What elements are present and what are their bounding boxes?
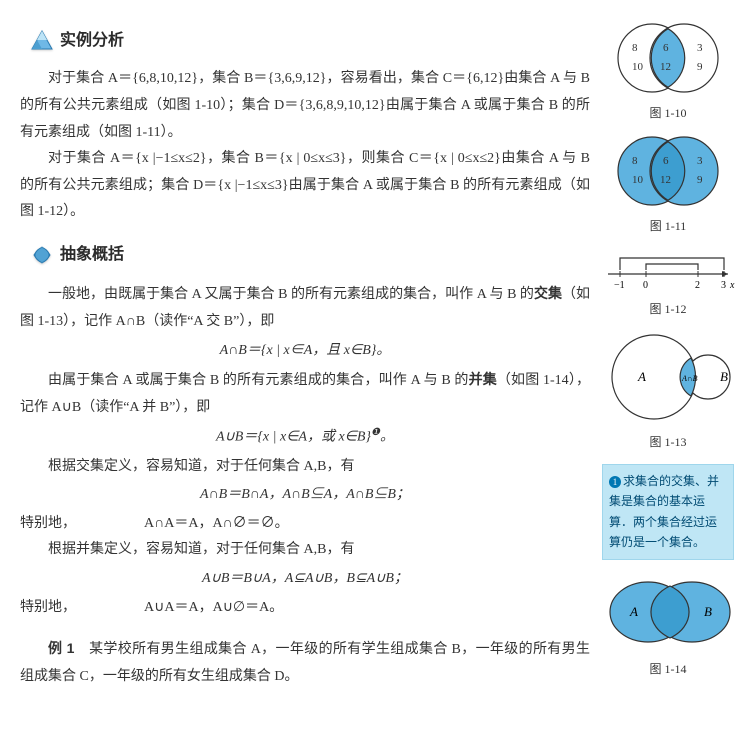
svg-text:B: B: [704, 604, 712, 619]
svg-text:A∩B: A∩B: [681, 374, 698, 383]
section-head-example-analysis: 实例分析: [30, 26, 590, 56]
figure-1-13: A B A∩B: [600, 327, 736, 427]
svg-text:6: 6: [663, 42, 669, 54]
caption-1-13: 图 1-13: [650, 433, 687, 450]
p2-2-pre: 由属于集合 A 或属于集合 B 的所有元素组成的集合，叫作 A 与 B 的: [48, 373, 469, 388]
svg-text:3: 3: [697, 155, 703, 167]
svg-text:0: 0: [643, 280, 648, 291]
svg-text:9: 9: [697, 61, 703, 73]
footnote-number: 1: [609, 476, 621, 488]
svg-text:−1: −1: [614, 280, 625, 291]
triangle-icon: [30, 29, 54, 53]
eq-intersection-special: A∩A＝A，A∩∅＝∅。: [104, 511, 590, 538]
figure-1-10: 8 10 6 12 3 9: [602, 18, 734, 98]
line-special-1: 特别地， A∩A＝A，A∩∅＝∅。: [20, 511, 590, 538]
term-intersection: 交集: [534, 285, 562, 301]
eq-union-special: A∪A＝A，A∪∅＝A。: [104, 595, 590, 622]
eq-union-def: A∪B＝{x | x∈A，或 x∈B}❶。: [20, 423, 590, 451]
caption-1-14: 图 1-14: [650, 660, 687, 677]
eq-union-props: A∪B＝B∪A，A⊆A∪B，B⊆A∪B；: [20, 566, 590, 593]
label-special-1: 特别地，: [20, 511, 104, 538]
caption-1-12: 图 1-12: [650, 300, 687, 317]
example-1: 例 1 某学校所有男生组成集合 A，一年级的所有学生组成集合 B，一年级的所有男…: [20, 635, 590, 690]
footnote-box: 1求集合的交集、并集是集合的基本运算．两个集合经过运算仍是一个集合。: [602, 464, 734, 560]
svg-text:3: 3: [721, 280, 726, 291]
example-body: 某学校所有男生组成集合 A，一年级的所有学生组成集合 B，一年级的所有男生组成集…: [20, 642, 590, 684]
svg-text:12: 12: [660, 61, 671, 73]
svg-text:8: 8: [632, 155, 638, 167]
para-2-3: 根据交集定义，容易知道，对于任何集合 A,B，有: [20, 454, 590, 481]
svg-text:6: 6: [663, 155, 669, 167]
svg-text:10: 10: [632, 61, 644, 73]
svg-text:2: 2: [695, 280, 700, 291]
label-special-2: 特别地，: [20, 595, 104, 622]
figure-column: 8 10 6 12 3 9 图 1-10 8 10 6 12 3 9 图 1-1…: [600, 18, 736, 690]
eq-union-tail: 。: [380, 430, 394, 445]
svg-text:12: 12: [660, 174, 671, 186]
caption-1-11: 图 1-11: [650, 217, 687, 234]
para-2-2: 由属于集合 A 或属于集合 B 的所有元素组成的集合，叫作 A 与 B 的并集（…: [20, 366, 590, 421]
svg-text:A: A: [637, 369, 646, 384]
line-special-2: 特别地， A∪A＝A，A∪∅＝A。: [20, 595, 590, 622]
svg-text:A: A: [629, 604, 638, 619]
main-column: 实例分析 对于集合 A＝{6,8,10,12}，集合 B＝{3,6,9,12}，…: [20, 18, 600, 690]
section-head-abstract: 抽象概括: [30, 240, 590, 270]
caption-1-10: 图 1-10: [650, 104, 687, 121]
eq-intersection-def: A∩B＝{x | x∈A，且 x∈B}。: [20, 338, 590, 365]
para-2-4: 根据并集定义，容易知道，对于任何集合 A,B，有: [20, 537, 590, 564]
figure-1-11: 8 10 6 12 3 9: [602, 131, 734, 211]
example-label: 例 1: [48, 640, 74, 656]
para-2-1: 一般地，由既属于集合 A 又属于集合 B 的所有元素组成的集合，叫作 A 与 B…: [20, 280, 590, 335]
svg-text:9: 9: [697, 174, 703, 186]
svg-text:10: 10: [632, 174, 644, 186]
section-title-1: 实例分析: [60, 26, 124, 56]
section-title-2: 抽象概括: [60, 240, 124, 270]
knot-icon: [30, 243, 54, 267]
term-union: 并集: [469, 371, 497, 387]
para-1-1: 对于集合 A＝{6,8,10,12}，集合 B＝{3,6,9,12}，容易看出，…: [20, 66, 590, 146]
eq-intersection-props: A∩B＝B∩A，A∩B⊆A，A∩B⊆B；: [20, 482, 590, 509]
figure-1-14: A B: [600, 570, 736, 654]
svg-text:x: x: [729, 280, 735, 291]
p2-1-pre: 一般地，由既属于集合 A 又属于集合 B 的所有元素组成的集合，叫作 A 与 B…: [48, 287, 534, 302]
figure-1-12: −1 0 2 3 x: [600, 244, 736, 294]
svg-text:8: 8: [632, 42, 638, 54]
footnote-marker: ❶: [371, 427, 380, 438]
para-1-2: 对于集合 A＝{x |−1≤x≤2}，集合 B＝{x | 0≤x≤3}，则集合 …: [20, 146, 590, 226]
svg-text:B: B: [720, 369, 728, 384]
footnote-text: 求集合的交集、并集是集合的基本运算．两个集合经过运算仍是一个集合。: [609, 474, 719, 549]
svg-text:3: 3: [697, 42, 703, 54]
eq-union-body: A∪B＝{x | x∈A，或 x∈B}: [216, 430, 371, 445]
